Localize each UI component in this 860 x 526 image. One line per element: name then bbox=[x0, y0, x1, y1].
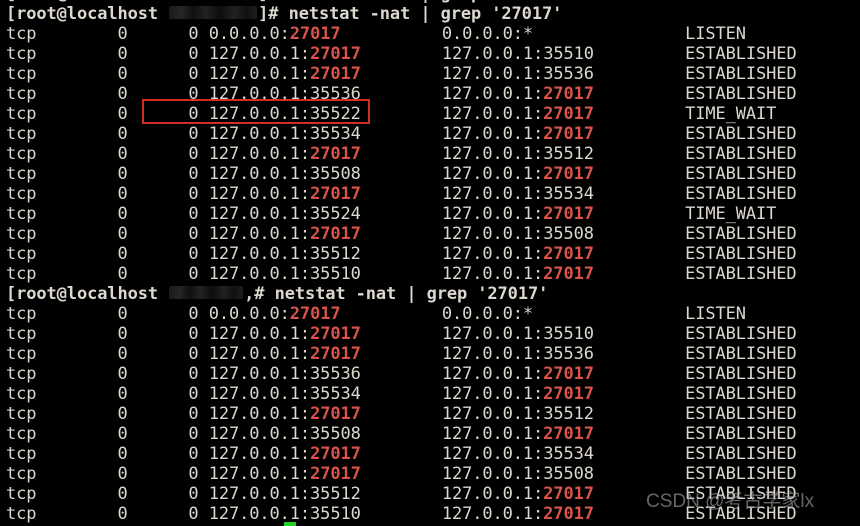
highlighted-port: 27017 bbox=[310, 184, 361, 204]
netstat-row: tcp 0 0 127.0.0.1:35536 127.0.0.1:27017 … bbox=[6, 364, 797, 384]
netstat-row: tcp 0 0 127.0.0.1:27017 127.0.0.1:35508 … bbox=[6, 224, 797, 244]
netstat-row: tcp 0 0 127.0.0.1:35512 127.0.0.1:27017 … bbox=[6, 484, 797, 504]
highlighted-port: 27017 bbox=[310, 464, 361, 484]
highlighted-port: 27017 bbox=[543, 104, 594, 124]
highlighted-port: 27017 bbox=[543, 164, 594, 184]
highlighted-port: 27017 bbox=[310, 144, 361, 164]
netstat-row: tcp 0 0 127.0.0.1:35510 127.0.0.1:27017 … bbox=[6, 264, 797, 284]
highlighted-port: 27017 bbox=[310, 64, 361, 84]
netstat-row: tcp 0 0 127.0.0.1:27017 127.0.0.1:35512 … bbox=[6, 144, 797, 164]
highlighted-port: 27017 bbox=[310, 224, 361, 244]
netstat-row: tcp 0 0 127.0.0.1:27017 127.0.0.1:35510 … bbox=[6, 44, 797, 64]
netstat-row: tcp 0 0 127.0.0.1:35508 127.0.0.1:27017 … bbox=[6, 424, 797, 444]
netstat-row: tcp 0 0 0.0.0.0:27017 0.0.0.0:* LISTEN bbox=[6, 304, 746, 324]
highlighted-port: 27017 bbox=[310, 404, 361, 424]
highlighted-port: 27017 bbox=[543, 384, 594, 404]
watermark: CSDN @考古学家lx bbox=[646, 491, 815, 512]
highlighted-port: 27017 bbox=[543, 424, 594, 444]
netstat-row: tcp 0 0 127.0.0.1:35534 127.0.0.1:27017 … bbox=[6, 384, 797, 404]
highlighted-port: 27017 bbox=[289, 304, 341, 324]
clipped-previous-line: [root@localhost ]# netstat -nat | grep '… bbox=[6, 0, 860, 4]
terminal-cursor bbox=[284, 522, 296, 526]
netstat-row: tcp 0 0 127.0.0.1:27017 127.0.0.1:35536 … bbox=[6, 344, 797, 364]
netstat-row: tcp 0 0 0.0.0.0:27017 0.0.0.0:* LISTEN bbox=[6, 24, 746, 44]
netstat-row: tcp 0 0 127.0.0.1:35510 127.0.0.1:27017 … bbox=[6, 504, 797, 524]
netstat-row: tcp 0 0 127.0.0.1:35534 127.0.0.1:27017 … bbox=[6, 124, 797, 144]
netstat-row: tcp 0 0 127.0.0.1:27017 127.0.0.1:35536 … bbox=[6, 64, 797, 84]
netstat-row: tcp 0 0 127.0.0.1:35512 127.0.0.1:27017 … bbox=[6, 244, 797, 264]
highlighted-port: 27017 bbox=[543, 504, 594, 524]
netstat-row: tcp 0 0 127.0.0.1:27017 127.0.0.1:35534 … bbox=[6, 444, 797, 464]
highlighted-port: 27017 bbox=[543, 264, 594, 284]
highlighted-port: 27017 bbox=[543, 84, 594, 104]
netstat-row-boxed: tcp 0 0 127.0.0.1:35522 127.0.0.1:27017 … bbox=[6, 104, 777, 124]
netstat-row: tcp 0 0 127.0.0.1:35524 127.0.0.1:27017 … bbox=[6, 204, 777, 224]
highlighted-port: 27017 bbox=[310, 324, 361, 344]
highlighted-port: 27017 bbox=[310, 44, 361, 64]
highlighted-port: 27017 bbox=[543, 124, 594, 144]
netstat-row: tcp 0 0 127.0.0.1:27017 127.0.0.1:35510 … bbox=[6, 324, 797, 344]
highlighted-port: 27017 bbox=[310, 444, 361, 464]
terminal-output: [root@localhost ]# netstat -nat | grep '… bbox=[6, 0, 860, 524]
netstat-row: tcp 0 0 127.0.0.1:35536 127.0.0.1:27017 … bbox=[6, 84, 797, 104]
censored-hostname bbox=[169, 286, 244, 299]
highlighted-port: 27017 bbox=[310, 344, 361, 364]
netstat-row: tcp 0 0 127.0.0.1:27017 127.0.0.1:35534 … bbox=[6, 184, 797, 204]
highlighted-port: 27017 bbox=[543, 204, 594, 224]
highlighted-port: 27017 bbox=[543, 244, 594, 264]
prompt-line: [root@localhost ,# netstat -nat | grep '… bbox=[6, 284, 549, 304]
netstat-row: tcp 0 0 127.0.0.1:35508 127.0.0.1:27017 … bbox=[6, 164, 797, 184]
netstat-row: tcp 0 0 127.0.0.1:27017 127.0.0.1:35508 … bbox=[6, 464, 797, 484]
netstat-row: tcp 0 0 127.0.0.1:27017 127.0.0.1:35512 … bbox=[6, 404, 797, 424]
highlighted-port: 27017 bbox=[543, 484, 594, 504]
censored-hostname bbox=[169, 6, 258, 19]
highlighted-port: 27017 bbox=[289, 24, 341, 44]
prompt-line: [root@localhost ]# netstat -nat | grep '… bbox=[6, 4, 563, 24]
highlighted-port: 27017 bbox=[543, 364, 594, 384]
